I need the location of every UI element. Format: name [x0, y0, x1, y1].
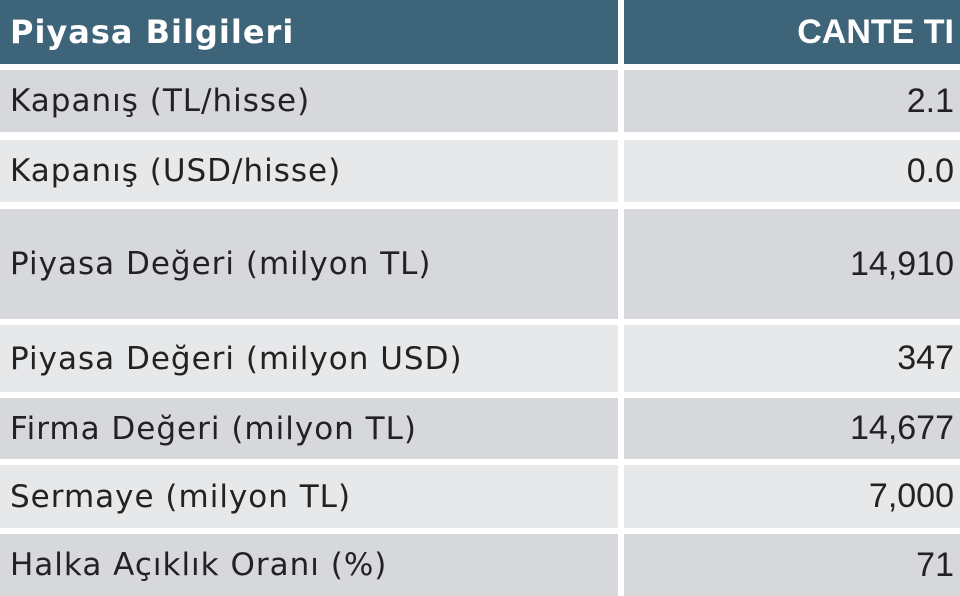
row-value: 14,677 — [624, 398, 960, 459]
row-value: 347 — [624, 325, 960, 392]
row-value: 2.1 — [624, 70, 960, 132]
header-title: Piyasa Bilgileri — [0, 0, 618, 64]
row-label: Kapanış (TL/hisse) — [0, 70, 618, 132]
row-label: Firma Değeri (milyon TL) — [0, 398, 618, 459]
row-value: 71 — [624, 534, 960, 596]
row-label: Kapanış (USD/hisse) — [0, 140, 618, 202]
row-label: Sermaye (milyon TL) — [0, 465, 618, 528]
row-label: Halka Açıklık Oranı (%) — [0, 534, 618, 596]
row-value: 7,000 — [624, 465, 960, 528]
row-value: 14,910 — [624, 209, 960, 319]
header-ticker: CANTE TI — [624, 0, 960, 64]
row-label: Piyasa Değeri (milyon TL) — [0, 209, 618, 319]
row-value: 0.0 — [624, 140, 960, 202]
row-label: Piyasa Değeri (milyon USD) — [0, 325, 618, 392]
